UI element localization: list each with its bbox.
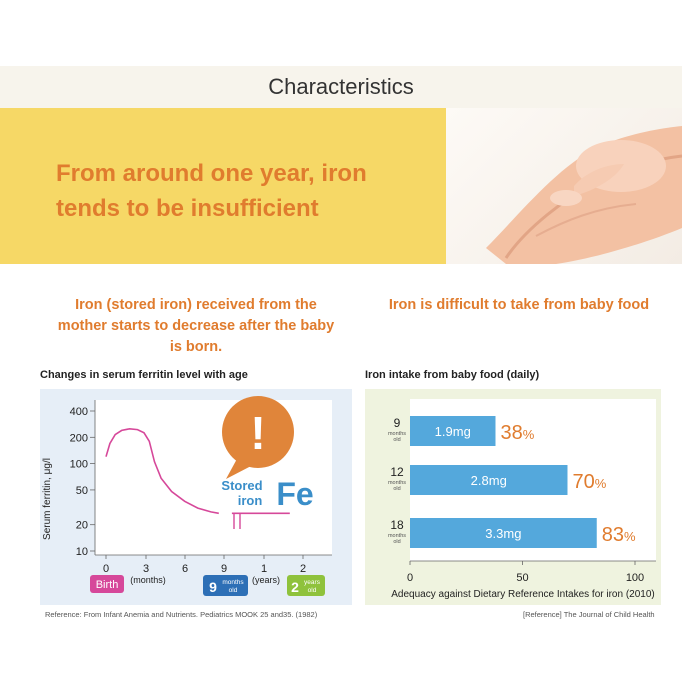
years-unit-label: (years) xyxy=(252,575,280,585)
stored-iron-badge: ! Stored iron Fe xyxy=(221,396,314,512)
y-axis-label: Serum ferritin, μg/l xyxy=(42,458,53,540)
x-tick-label: 0 xyxy=(103,563,109,575)
x-tick-label: 6 xyxy=(182,563,188,575)
hands-photo xyxy=(446,108,682,264)
left-subheading-line-3: is born. xyxy=(169,339,223,355)
banner: From around one year, iron tends to be i… xyxy=(0,108,682,264)
bar-intake-label: 1.9mg xyxy=(435,424,471,439)
exclamation-icon: ! xyxy=(250,407,265,459)
banner-headline: From around one year, iron tends to be i… xyxy=(56,156,436,226)
ferritin-chart: Serum ferritin, μg/l 400 200 100 50 20 10 0 3 6… xyxy=(42,396,332,596)
headline-line-2: tends to be insufficient xyxy=(56,195,319,222)
two-years-unit2: old xyxy=(308,587,317,594)
bar-percent-label: 83% xyxy=(602,524,636,546)
ferritin-chart-panel: Serum ferritin, μg/l 400 200 100 50 20 10 0 3 6… xyxy=(40,389,352,605)
y-tick-label: 50 xyxy=(76,485,88,497)
x-tick-label: 0 xyxy=(407,572,413,584)
row-unit1: months xyxy=(388,431,406,437)
row-unit2: old xyxy=(393,539,400,545)
x-tick-label: 100 xyxy=(626,572,644,584)
x-tick-label: 3 xyxy=(143,563,149,575)
right-reference: [Reference] The Journal of Child Health xyxy=(523,610,655,619)
nine-months-badge: 9 months old xyxy=(203,575,248,596)
left-chart-title: Changes in serum ferritin level with age xyxy=(40,369,248,381)
x-tick-label: 50 xyxy=(516,572,528,584)
bar-percent-label: 70% xyxy=(573,471,607,493)
y-tick-label: 400 xyxy=(70,406,88,418)
row-age-label: 9 xyxy=(394,416,401,430)
bar-intake-label: 2.8mg xyxy=(471,473,507,488)
birth-badge: Birth xyxy=(90,575,124,593)
left-subheading-line-1: Iron (stored iron) received from the xyxy=(75,297,317,313)
right-chart-title: Iron intake from baby food (daily) xyxy=(365,369,540,381)
birth-label: Birth xyxy=(96,579,119,591)
y-tick-label: 20 xyxy=(76,520,88,532)
x-tick-label: 1 xyxy=(261,563,267,575)
row-unit1: months xyxy=(388,533,406,539)
months-unit-label: (months) xyxy=(130,575,166,585)
left-subheading: Iron (stored iron) received from the mot… xyxy=(30,295,362,358)
percent-number: 70 xyxy=(573,471,595,493)
bar-percent-label: 38% xyxy=(501,422,535,444)
percent-unit: % xyxy=(523,427,535,442)
nine-months-num: 9 xyxy=(209,579,217,595)
row-unit1: months xyxy=(388,480,406,486)
bar xyxy=(410,416,496,446)
two-years-unit1: years xyxy=(304,579,321,586)
badge-circle xyxy=(222,396,294,468)
iron-intake-chart-panel: 9 months old 1.9mg 38% 12 months old 2.8mg 70% 18 m… xyxy=(365,389,661,605)
percent-number: 83 xyxy=(602,524,624,546)
headline-line-1: From around one year, iron xyxy=(56,160,367,187)
bar xyxy=(410,518,597,548)
nine-months-unit1: months xyxy=(222,579,244,586)
stored-label: Stored xyxy=(221,478,262,493)
row-unit2: old xyxy=(393,486,400,492)
row-age-label: 12 xyxy=(390,465,404,479)
nine-months-unit2: old xyxy=(229,587,238,594)
y-tick-label: 200 xyxy=(70,432,88,444)
y-tick-label: 10 xyxy=(76,546,88,558)
x-tick-label: 2 xyxy=(300,563,306,575)
two-years-num: 2 xyxy=(291,579,299,595)
two-years-badge: 2 years old xyxy=(287,575,325,596)
x-tick-label: 9 xyxy=(221,563,227,575)
section-title: Characteristics xyxy=(0,66,682,108)
right-subheading: Iron is difficult to take from baby food xyxy=(388,297,650,313)
row-unit2: old xyxy=(393,437,400,443)
row-age-label: 18 xyxy=(390,518,404,532)
x-axis-label: Adequacy against Dietary Reference Intak… xyxy=(391,589,654,600)
percent-number: 38 xyxy=(501,422,523,444)
ferritin-curve xyxy=(105,427,219,515)
iron-label: iron xyxy=(238,493,263,508)
axis-break-mark xyxy=(233,513,241,529)
y-tick-label: 100 xyxy=(70,459,88,471)
badge-tail xyxy=(226,457,253,479)
fe-symbol: Fe xyxy=(276,476,313,512)
left-subheading-line-2: mother starts to decrease after the baby xyxy=(57,318,335,334)
percent-unit: % xyxy=(595,476,607,491)
left-reference: Reference: From Infant Anemia and Nutrie… xyxy=(45,610,318,619)
percent-unit: % xyxy=(624,529,636,544)
bar xyxy=(410,465,568,495)
bar-intake-label: 3.3mg xyxy=(485,526,521,541)
